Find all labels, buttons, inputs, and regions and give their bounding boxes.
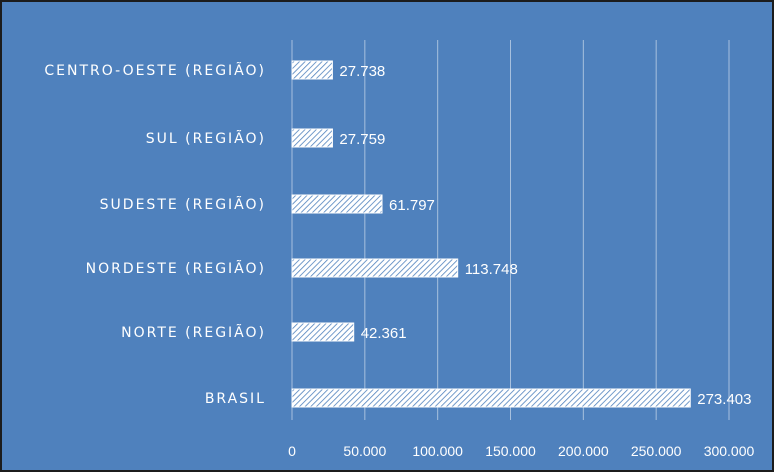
bars [291,60,691,408]
bar-1 [291,128,333,148]
category-label-3: NORDESTE (REGIÃO) [86,260,266,277]
category-label-4: NORTE (REGIÃO) [121,324,266,341]
x-axis-tick-labels: 0 50.000 100.000 150.000 200.000 250.000 300.0… [288,443,754,459]
x-tick-label-0: 0 [288,443,296,459]
bar-3 [291,258,459,278]
category-label-5: BRASIL [205,391,266,407]
value-labels: 27.738 27.759 61.797 113.748 42.361 273.403 [339,63,751,408]
x-tick-label-2: 100.000 [412,443,463,459]
data-label-2: 61.797 [389,197,435,214]
data-label-0: 27.738 [339,63,385,80]
bar-4 [291,322,355,342]
bar-0 [291,60,333,80]
x-tick-label-4: 200.000 [558,443,609,459]
data-label-5: 273.403 [697,391,751,408]
x-tick-label-3: 150.000 [485,443,536,459]
category-label-1: SUL (REGIÃO) [146,130,266,147]
gridlines [291,40,730,420]
bar-2 [291,194,383,214]
bar-5 [291,388,691,408]
data-label-4: 42.361 [361,325,407,342]
x-tick-label-1: 50.000 [343,443,386,459]
category-label-0: CENTRO-OESTE (REGIÃO) [44,62,266,79]
category-labels: CENTRO-OESTE (REGIÃO) SUL (REGIÃO) SUDESTE… [44,62,266,407]
x-tick-label-5: 250.000 [631,443,682,459]
x-tick-label-6: 300.000 [704,443,755,459]
category-label-2: SUDESTE (REGIÃO) [100,196,266,213]
data-label-1: 27.759 [339,131,385,148]
data-label-3: 113.748 [465,261,518,278]
